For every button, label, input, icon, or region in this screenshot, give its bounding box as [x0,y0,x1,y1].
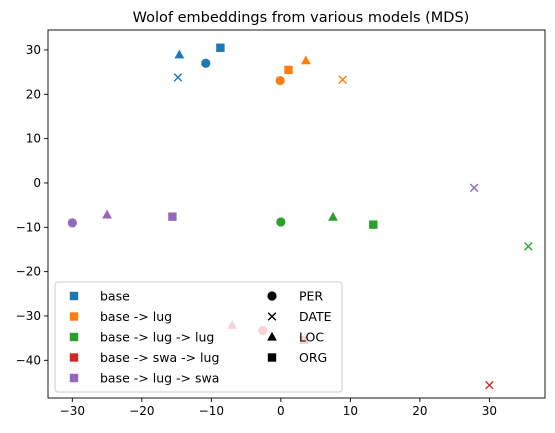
data-point [174,49,185,59]
data-point [284,65,293,75]
legend-label: LOC [299,330,324,345]
plot-area [47,29,546,399]
chart-title: Wolof embeddings from various models (MD… [133,10,470,26]
x-tick-label: 30 [482,404,497,418]
data-point [524,242,533,251]
data-point [275,75,285,86]
data-point [338,75,348,84]
data-point [67,218,77,228]
y-tick-label: 10 [26,132,41,146]
legend: base base -> lug base -> lug -> lug base ->… [54,281,343,393]
x-tick-label: −30 [60,404,85,418]
legend-marker [69,353,79,362]
legend-marker [267,312,277,321]
x-tick-label: −20 [129,404,154,418]
legend-label: ORG [299,350,327,365]
x-tick-label: 10 [343,404,358,418]
legend-label: PER [299,289,323,304]
y-tick-label: −40 [16,353,41,367]
y-tick-label: −10 [16,220,41,234]
legend-label: base -> lug -> lug [100,330,214,345]
data-points [67,43,533,390]
legend-marker [267,353,277,362]
x-tick-label: 20 [412,404,427,418]
legend-label: base [100,289,130,304]
data-point [173,73,183,82]
legend-box [54,281,343,393]
x-tick-label: −10 [199,404,224,418]
y-axis: −40 −30 −20 −10 0 10 20 30 [16,43,48,367]
legend-marker [69,373,79,383]
data-point [276,217,286,227]
data-point [168,212,177,221]
legend-marker [69,332,79,342]
data-point [485,380,494,390]
data-point [469,183,479,193]
y-tick-label: 0 [33,176,41,190]
legend-label: DATE [299,309,332,324]
x-axis: −30 −20 −10 0 10 20 30 [60,398,497,418]
legend-marker [69,312,79,321]
y-tick-label: −20 [16,265,41,279]
legend-label: base -> lug [100,309,172,324]
y-tick-label: −30 [16,309,41,323]
legend-label: base -> swa -> lug [100,350,219,365]
legend-marker [267,291,277,301]
data-point [201,58,211,68]
legend-label: base -> lug -> swa [100,371,219,386]
y-tick-label: 30 [26,43,41,57]
y-tick-label: 20 [26,87,41,101]
legend-marker [69,291,79,301]
data-point [102,209,112,219]
axes-frame [47,29,546,399]
data-point [328,211,338,221]
data-point [300,55,311,65]
data-point [369,220,378,229]
x-tick-label: 0 [277,404,285,418]
legend-marker [267,331,277,341]
data-point [216,43,225,52]
